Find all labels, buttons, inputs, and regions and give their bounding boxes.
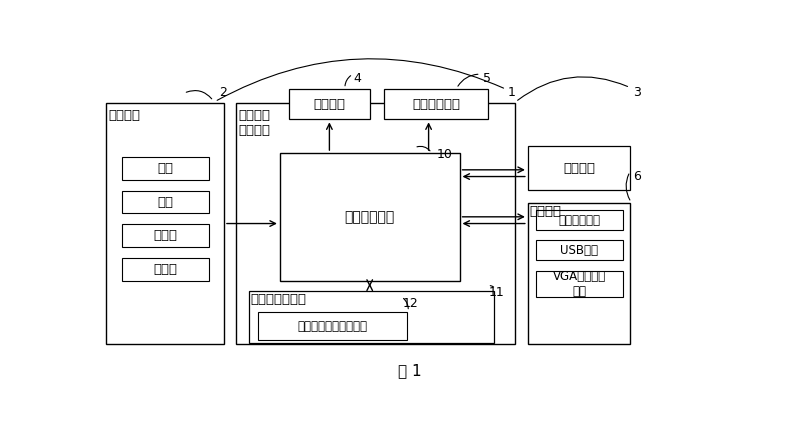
Bar xyxy=(289,89,370,119)
Text: 10: 10 xyxy=(437,148,453,161)
Bar xyxy=(122,258,209,281)
Text: 手写笔: 手写笔 xyxy=(153,263,177,276)
Bar xyxy=(536,240,622,260)
Text: 输入单元: 输入单元 xyxy=(108,109,140,123)
Bar xyxy=(122,191,209,214)
Text: 4: 4 xyxy=(353,72,361,85)
Bar xyxy=(122,157,209,180)
Bar xyxy=(536,270,622,297)
Text: 5: 5 xyxy=(483,72,491,85)
Bar xyxy=(237,102,515,344)
Text: 键盘: 键盘 xyxy=(157,162,173,175)
Text: 存储单元: 存储单元 xyxy=(563,162,595,175)
Bar xyxy=(258,312,407,341)
Bar xyxy=(528,146,630,190)
Text: 2: 2 xyxy=(219,86,227,99)
Text: 虚拟实验室模块: 虚拟实验室模块 xyxy=(250,293,306,307)
Bar xyxy=(536,210,622,230)
Text: 12: 12 xyxy=(402,297,418,310)
Bar xyxy=(280,153,459,281)
Text: 三维分子模型仿真模块: 三维分子模型仿真模块 xyxy=(298,320,367,333)
Text: 中央处理单元: 中央处理单元 xyxy=(345,210,395,224)
Text: 6: 6 xyxy=(634,170,641,183)
Text: 语音输出单元: 语音输出单元 xyxy=(412,98,460,111)
Text: 信号控制
处理单元: 信号控制 处理单元 xyxy=(238,109,270,137)
Text: USB接口: USB接口 xyxy=(560,244,598,257)
Text: 3: 3 xyxy=(634,86,641,99)
Text: 无线通信单元: 无线通信单元 xyxy=(558,214,600,227)
Text: 11: 11 xyxy=(489,286,505,299)
Text: 鼠标: 鼠标 xyxy=(157,196,173,208)
Text: 图 1: 图 1 xyxy=(398,363,422,378)
Text: 显示单元: 显示单元 xyxy=(314,98,346,111)
Bar xyxy=(249,291,494,343)
Bar xyxy=(528,203,630,344)
Bar xyxy=(384,89,488,119)
Text: 触摸屏: 触摸屏 xyxy=(153,229,177,242)
Text: 1: 1 xyxy=(508,86,516,99)
Text: VGA视频输出
接口: VGA视频输出 接口 xyxy=(553,270,606,298)
Text: 通信单元: 通信单元 xyxy=(530,205,562,218)
Bar xyxy=(122,224,209,247)
Bar xyxy=(106,102,224,344)
